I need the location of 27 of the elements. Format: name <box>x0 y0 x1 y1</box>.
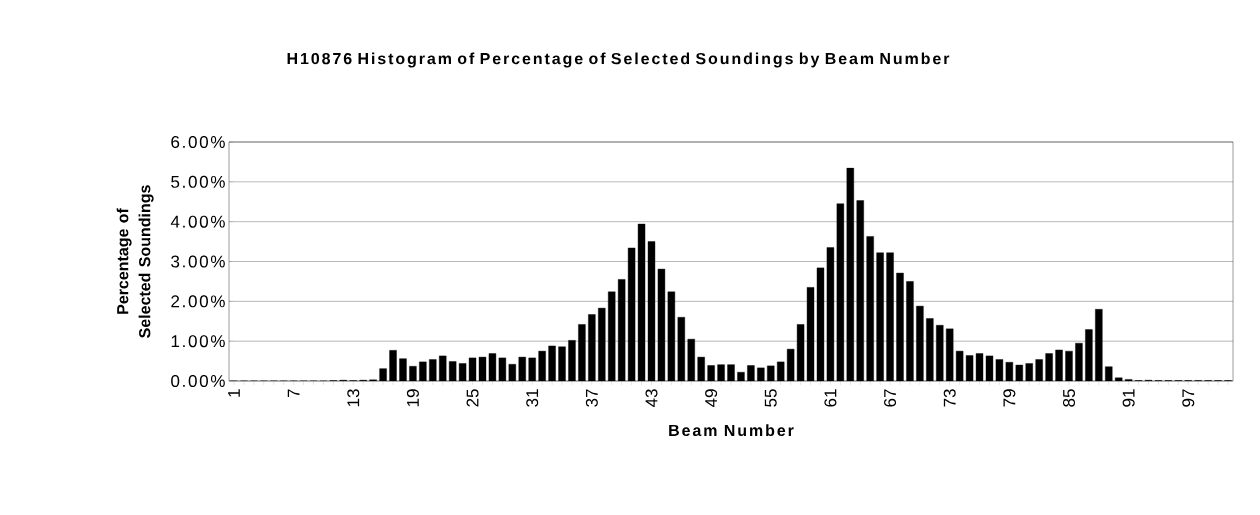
x-tick-label: 49 <box>705 389 718 408</box>
x-tick-label: 73 <box>943 389 956 407</box>
x-tick-label: 37 <box>585 389 598 407</box>
y-tick-label: 4.00% <box>170 215 225 228</box>
x-tick-label: 43 <box>645 389 658 408</box>
x-tick-label: 85 <box>1062 389 1076 407</box>
x-tick-label: 7 <box>287 389 300 398</box>
x-tick-label: 19 <box>406 389 419 407</box>
y-axis-title: Percentage of Selected Soundings <box>116 185 154 338</box>
y-tick-label: 0.00% <box>171 374 225 388</box>
x-tick-label: 31 <box>526 389 539 407</box>
y-tick-label: 1.00% <box>171 335 225 348</box>
x-tick-label: 25 <box>466 389 479 407</box>
x-tick-label: 13 <box>347 389 360 407</box>
x-tick-label: 97 <box>1182 389 1195 407</box>
x-tick-label: 1 <box>228 389 240 397</box>
y-tick-label: 6.00% <box>171 135 225 149</box>
y-tick-label: 5.00% <box>171 175 225 188</box>
x-tick-label: 79 <box>1003 389 1016 407</box>
chart-title: H10876 Histogram of Percentage of Selected Soundings by Beam Number <box>287 52 950 68</box>
y-tick-label: 3.00% <box>171 255 225 268</box>
x-axis-title: Beam Number <box>669 424 794 437</box>
x-tick-label: 55 <box>764 389 777 407</box>
y-tick-label: 2.00% <box>171 295 225 308</box>
x-tick-label: 67 <box>884 389 897 407</box>
x-tick-label: 61 <box>824 389 837 407</box>
x-tick-label: 91 <box>1122 389 1135 407</box>
